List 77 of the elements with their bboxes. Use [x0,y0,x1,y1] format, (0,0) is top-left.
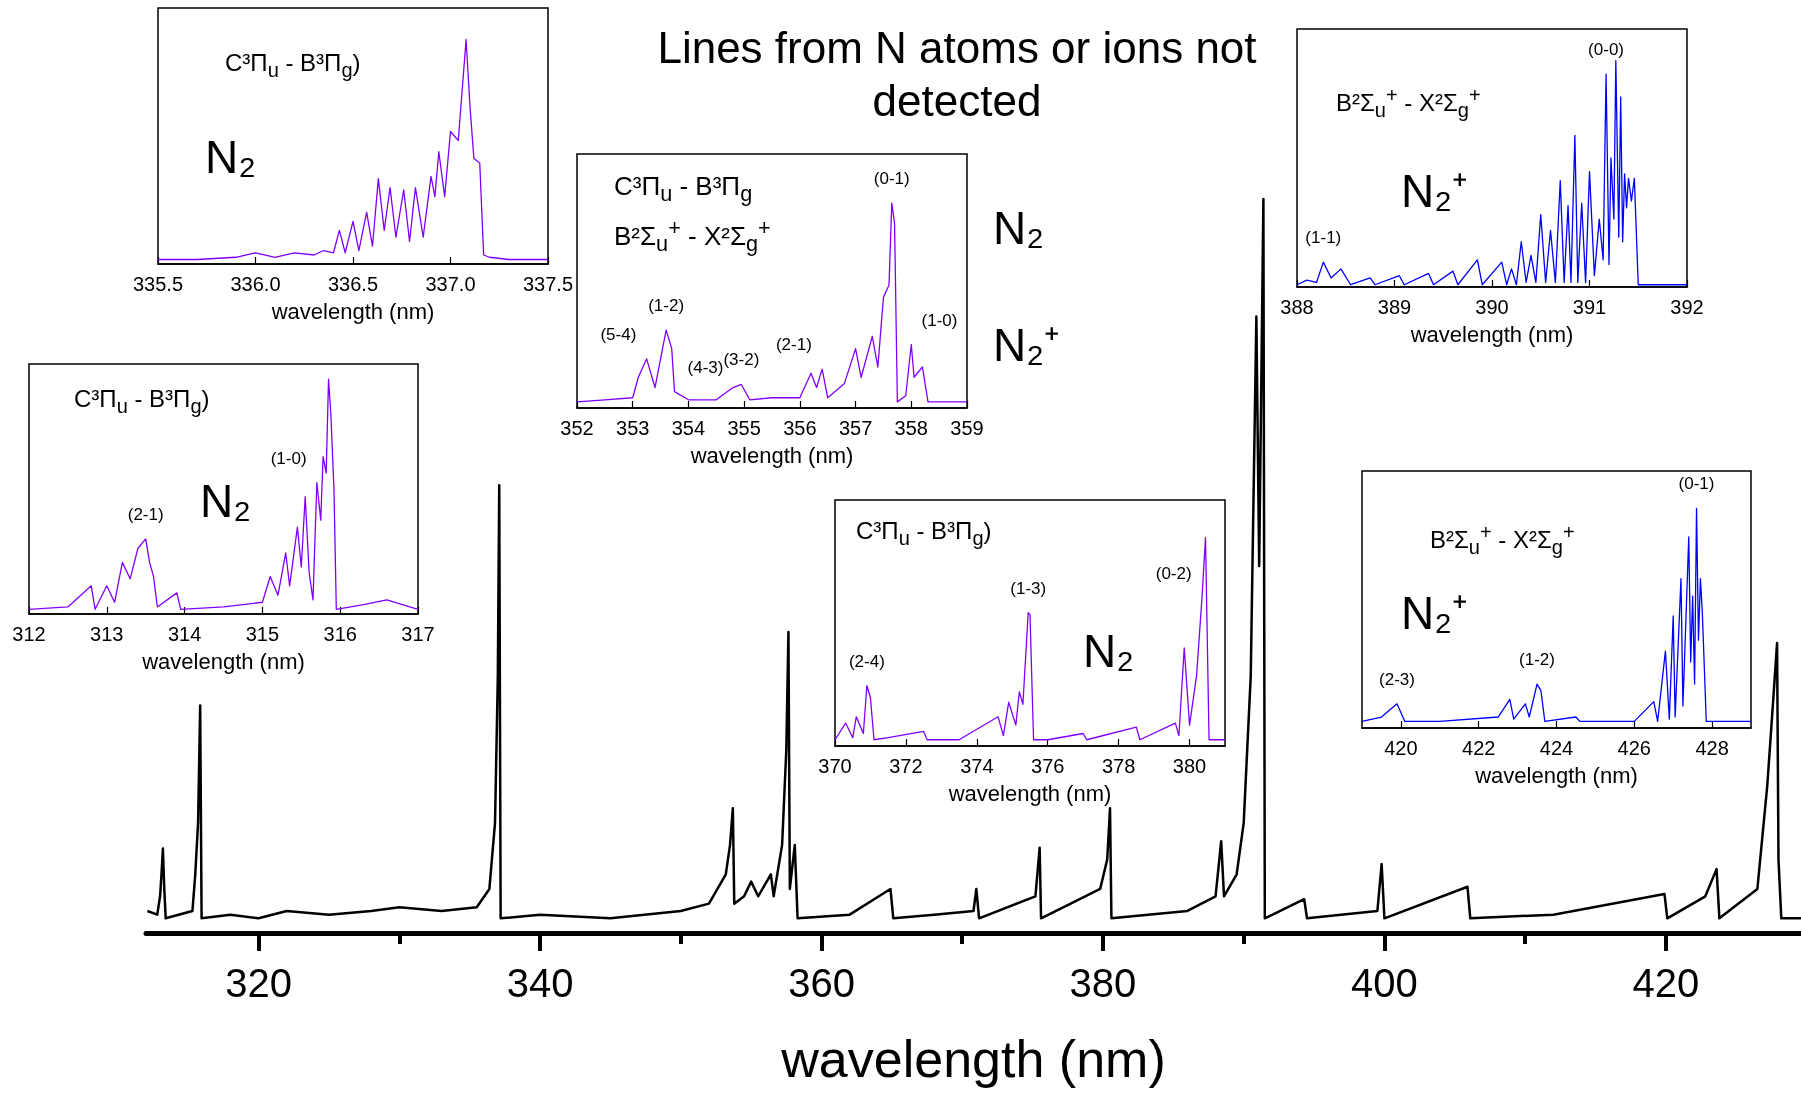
x-tick-label: 420 [1384,737,1418,759]
annotation: (1-2) [648,296,685,316]
annotation: (2-1) [775,335,812,355]
x-tick-label: 355 [727,417,761,439]
x-tick-label: 336.5 [327,273,379,295]
annotation: (1-0) [921,310,958,330]
annotation: (3-2) [723,350,760,370]
x-tick-label: 376 [1031,755,1065,777]
x-tick-label: 380 [1172,755,1207,777]
annotation: (1-0) [270,448,307,468]
x-tick-label: 316 [323,623,357,645]
annotation: N₂ [200,475,252,527]
annotation: (1-3) [1010,578,1047,598]
x-tick-label: 335.5 [132,273,184,295]
x-tick-label: 400 [1351,961,1418,1005]
annotation: N₂ [205,131,257,183]
annotation: (0-0) [1588,40,1625,60]
x-tick-label: 337.5 [522,273,574,295]
x-tick-label: 352 [560,417,594,439]
x-axis-title: wavelength (nm) [270,298,435,324]
annotation: (1-1) [1305,228,1342,248]
annotation: C³Π$_{u}$ - B³Π$_{g}$) [74,385,210,417]
annotation: C³Π$_{u}$ - B³Π$_{g}$ [614,171,753,207]
x-axis-title: wavelength (nm) [141,648,305,674]
annotation: N₂ [1083,625,1135,677]
x-tick-label: 420 [1632,961,1700,1005]
x-axis-title: wavelength (nm) [1409,321,1574,347]
x-axis-title: wavelength (nm) [1474,762,1638,788]
annotation: (0-2) [1155,563,1192,583]
x-tick-label: 388 [1280,296,1314,318]
x-tick-label: 313 [90,623,124,645]
annotation: (2-4) [848,651,885,671]
x-tick-label: 424 [1539,737,1574,759]
annotation: (1-2) [1519,650,1555,670]
x-tick-label: 390 [1475,296,1509,318]
annotation: C³Π$_{u}$ - B³Π$_{g}$) [856,517,992,549]
x-axis-title: wavelength (nm) [689,442,854,468]
x-tick-label: 358 [894,417,928,439]
x-tick-label: 337.0 [425,273,476,295]
annotation: (2-3) [1379,669,1415,689]
x-tick-label: 317 [401,623,435,645]
annotation: (0-1) [1678,474,1715,494]
x-axis-title: wavelength (nm) [780,1030,1166,1088]
chart-title: Lines from N atoms or ions not detected [656,22,1258,127]
x-tick-label: 370 [818,755,852,777]
x-tick-label: 372 [889,755,923,777]
x-tick-label: 380 [1069,961,1137,1005]
x-tick-label: 354 [671,417,706,439]
x-tick-label: 336.0 [230,273,281,295]
x-tick-label: 312 [12,623,46,645]
x-axis-title: wavelength (nm) [947,780,1112,806]
x-tick-label: 422 [1462,737,1496,759]
annotation: N₂⁺ [1401,587,1469,639]
x-tick-label: 353 [616,417,650,439]
x-tick-label: 360 [788,961,855,1005]
x-tick-label: 340 [506,961,574,1005]
x-tick-label: 389 [1377,296,1412,318]
x-tick-label: 426 [1617,737,1651,759]
annotation: C³Π$_{u}$ - B³Π$_{g}$) [225,49,361,81]
annotation: N₂⁺ [993,319,1061,371]
x-tick-label: 356 [783,417,817,439]
annotation: (2-1) [127,504,164,524]
x-tick-label: 428 [1695,737,1729,759]
annotation: (5-4) [600,324,637,344]
x-tick-label: 359 [950,417,984,439]
x-tick-label: 357 [838,417,873,439]
x-tick-label: 392 [1670,296,1704,318]
annotation: (4-3) [687,357,724,377]
x-tick-label: 378 [1101,755,1136,777]
x-tick-label: 374 [960,755,994,777]
x-tick-label: 315 [245,623,280,645]
x-tick-label: 320 [225,961,292,1005]
x-tick-label: 391 [1572,296,1607,318]
x-tick-label: 314 [167,623,202,645]
annotation: N₂ [993,202,1045,254]
annotation: (0-1) [873,169,910,189]
annotation: N₂⁺ [1401,165,1469,217]
